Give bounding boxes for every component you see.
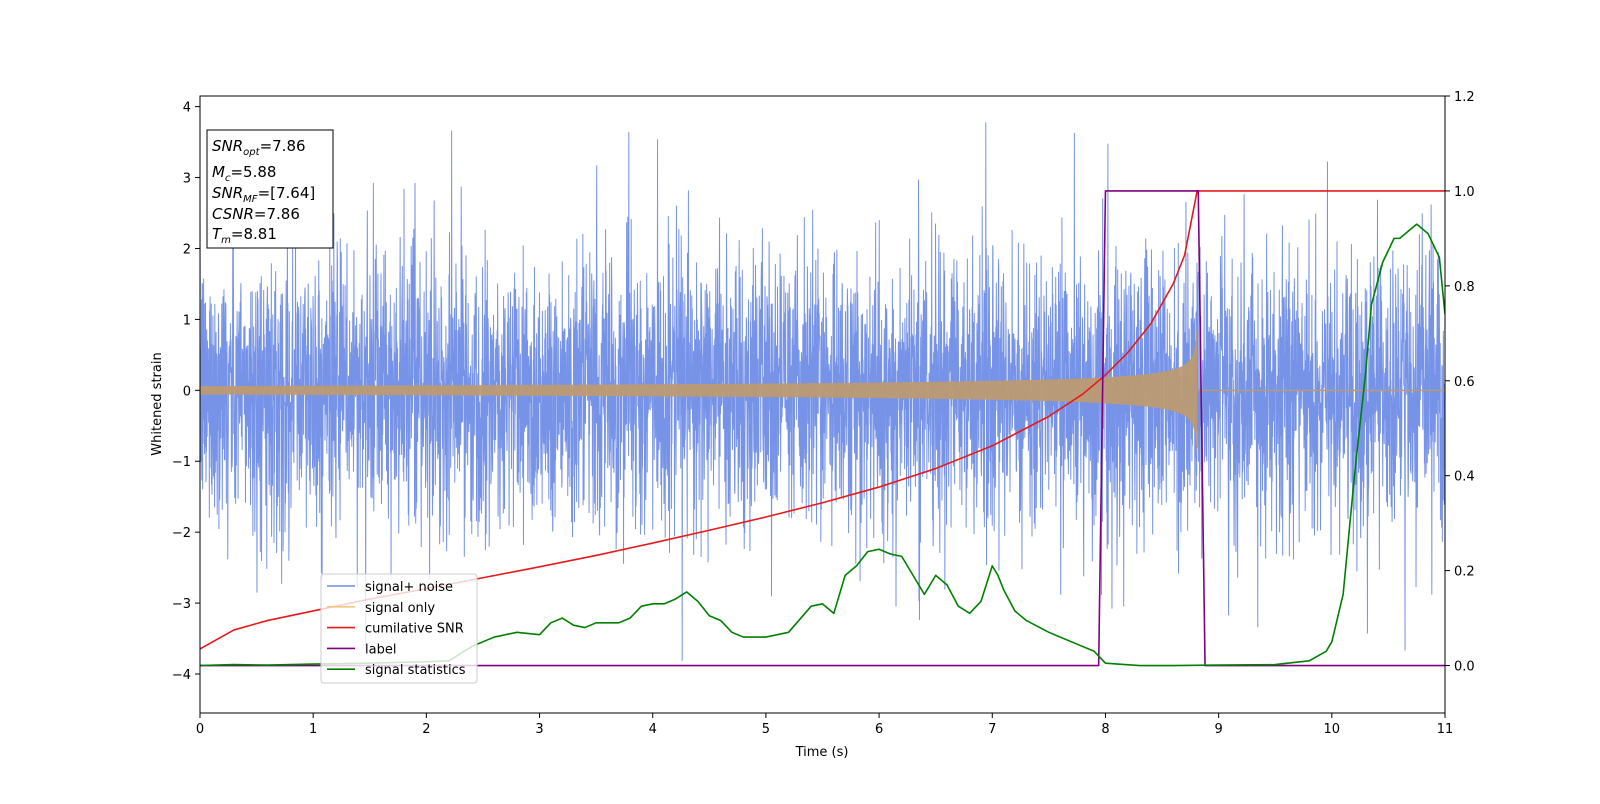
y-left-tick-label: −1 <box>172 455 191 470</box>
y-left-tick-label: 1 <box>183 313 191 328</box>
x-tick-label: 5 <box>762 722 770 737</box>
annotation-line-snr-mf: SNRMF=[7.64] <box>212 184 315 205</box>
x-tick-label: 4 <box>649 722 657 737</box>
y-left-tick-label: 4 <box>183 101 191 116</box>
legend: signal+ noise signal only cumilative SNR la… <box>320 573 478 684</box>
y-right-tick-label: 0.8 <box>1454 280 1475 295</box>
x-tick-label: 7 <box>988 722 996 737</box>
x-tick-label: 3 <box>535 722 543 737</box>
x-axis-label: Time (s) <box>795 745 849 760</box>
snr-annotation-box: SNRopt=7.86 Mc=5.88 SNRMF=[7.64] CSNR=7.… <box>206 129 334 249</box>
y-left-tick-label: −2 <box>172 526 191 541</box>
x-tick-label: 1 <box>309 722 317 737</box>
y-right-tick-label: 0.4 <box>1454 470 1475 485</box>
annotation-line-tm: Tm=8.81 <box>212 225 277 246</box>
annotation-line-mc: Mc=5.88 <box>212 163 276 184</box>
legend-label: signal statistics <box>365 663 466 678</box>
legend-label: signal+ noise <box>365 580 453 595</box>
signal-noise-line <box>200 122 1445 661</box>
axes-frame <box>199 95 1446 714</box>
y-axis-left-ticks: −4 −3 −2 −1 0 1 2 3 4 <box>172 101 200 683</box>
y-right-tick-label: 0.6 <box>1454 375 1475 390</box>
y-left-tick-label: −4 <box>172 668 191 683</box>
signal-only-envelope <box>200 322 1198 458</box>
x-axis-ticks: 0 1 2 3 4 5 6 7 8 9 10 11 <box>196 713 1453 737</box>
y-axis-right-ticks: 0.0 0.2 0.4 0.6 0.8 1.0 1.2 <box>1445 90 1475 675</box>
x-tick-label: 11 <box>1437 722 1454 737</box>
legend-label: signal only <box>365 601 435 616</box>
annotation-line-snr-opt: SNRopt=7.86 <box>212 137 306 158</box>
series-signal-only <box>200 322 1445 458</box>
annotation-frame <box>206 129 334 249</box>
y-left-tick-label: −3 <box>172 597 191 612</box>
y-right-tick-label: 0.2 <box>1454 565 1475 580</box>
y-right-tick-label: 0.0 <box>1454 660 1475 675</box>
legend-label: label <box>365 642 396 657</box>
series-signal-noise <box>200 122 1445 661</box>
x-tick-label: 6 <box>875 722 883 737</box>
y-left-tick-label: 2 <box>183 242 191 257</box>
y-right-tick-label: 1.2 <box>1454 90 1475 105</box>
x-tick-label: 0 <box>196 722 204 737</box>
annotation-line-csnr: CSNR=7.86 <box>212 205 300 223</box>
x-tick-label: 8 <box>1101 722 1109 737</box>
x-tick-label: 2 <box>422 722 430 737</box>
y-right-tick-label: 1.0 <box>1454 185 1475 200</box>
legend-frame <box>320 573 478 684</box>
y-left-tick-label: 3 <box>183 172 191 187</box>
y-axis-label: Whitened strain <box>150 352 165 455</box>
x-tick-label: 10 <box>1324 722 1341 737</box>
y-left-tick-label: 0 <box>183 384 191 399</box>
x-tick-label: 9 <box>1214 722 1222 737</box>
series-signal-statistics <box>200 223 1445 667</box>
signal-statistics-line <box>200 223 1445 667</box>
legend-label: cumilative SNR <box>365 622 464 637</box>
